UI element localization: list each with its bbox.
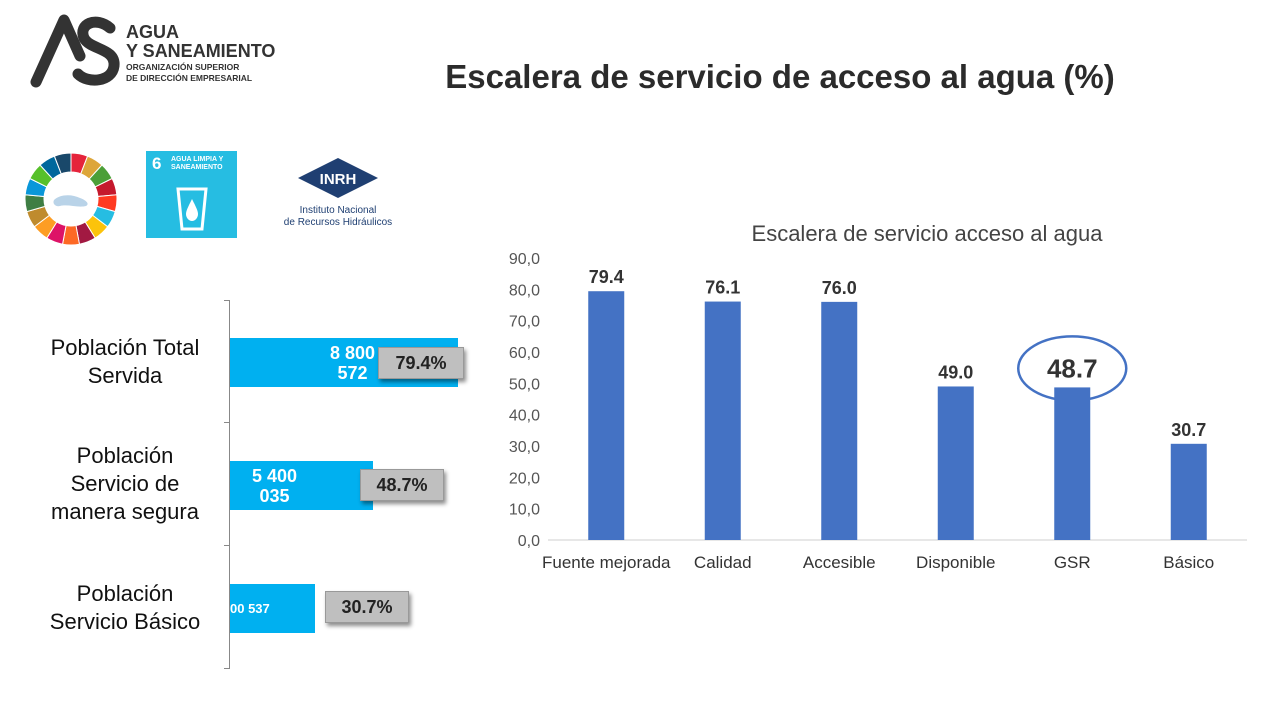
sdg6-badge: 6 AGUA LIMPIA Y SANEAMIENTO: [146, 151, 237, 238]
agua-saneamiento-logo: AGUA Y SANEAMIENTO ORGANIZACIÓN SUPERIOR…: [30, 14, 275, 88]
hbar-tick: [224, 422, 230, 423]
chart-title: Escalera de servicio acceso al agua: [752, 221, 1104, 246]
y-tick-label: 50,0: [509, 376, 540, 393]
sdg6-label: AGUA LIMPIA Y SANEAMIENTO: [171, 156, 224, 171]
highlight-circle: [1017, 335, 1128, 402]
x-tick-label: Calidad: [694, 553, 752, 572]
hbar-value-label: 5 400 035: [252, 465, 298, 506]
y-tick-label: 60,0: [509, 345, 540, 362]
bar-accesible: [821, 301, 858, 540]
hbar-value-label: 00 537: [230, 600, 270, 616]
svg-text:Instituto Nacional: Instituto Nacional: [300, 205, 377, 216]
hbar-percent-label: 79.4%: [378, 347, 464, 379]
x-tick-label: Fuente mejorada: [542, 553, 671, 572]
y-tick-label: 10,0: [509, 502, 540, 519]
sdg-wheel-segment: [53, 152, 72, 175]
x-tick-label: Accesible: [803, 553, 876, 572]
svg-text:ORGANIZACIÓN SUPERIOR: ORGANIZACIÓN SUPERIOR: [126, 61, 239, 72]
sdg-wheel-icon: [24, 152, 118, 246]
hbar-tick: [224, 545, 230, 546]
bar-data-label: 79.4: [589, 267, 624, 287]
y-tick-label: 0,0: [518, 533, 540, 550]
water-glass-icon: [176, 187, 208, 231]
bar-fuente-mejorada: [588, 291, 625, 540]
page-title: Escalera de servicio de acceso al agua (…: [445, 58, 1115, 95]
y-tick-label: 80,0: [509, 282, 540, 299]
x-tick-label: GSR: [1054, 553, 1091, 572]
svg-text:Y SANEAMIENTO: Y SANEAMIENTO: [126, 41, 275, 61]
hbar-percent-label: 48.7%: [360, 469, 444, 501]
bar-gsr: [1054, 387, 1091, 540]
y-tick-label: 30,0: [509, 439, 540, 456]
svg-text:INRH: INRH: [320, 171, 357, 188]
y-tick-label: 90,0: [509, 251, 540, 268]
hbar-category-label: Población Servicio Básico: [49, 581, 201, 634]
service-ladder-chart: Escalera de servicio acceso al agua 0,0 1…: [509, 221, 1247, 572]
bar-b-sico: [1170, 443, 1207, 540]
hbar-basic-service: 00 537: [230, 584, 315, 633]
bar-data-label: 76.1: [705, 278, 740, 298]
svg-text:AGUA: AGUA: [126, 22, 179, 42]
hbar-category-label: Población Servicio de manera segura: [51, 443, 199, 524]
y-tick-label: 70,0: [509, 314, 540, 331]
bar-disponible: [937, 386, 974, 540]
hbar-value-label: 8 800 572: [330, 342, 376, 383]
bar-data-label: 30.7: [1171, 420, 1206, 440]
inrh-logo: INRH Instituto Nacional de Recursos Hidr…: [284, 158, 392, 228]
sdg6-number: 6: [152, 154, 162, 173]
hbar-tick: [224, 300, 230, 301]
hbar-tick: [224, 668, 230, 669]
y-tick-label: 20,0: [509, 470, 540, 487]
hbar-axis: [229, 300, 230, 668]
bar-data-label: 49.0: [938, 362, 973, 382]
x-tick-label: Básico: [1163, 553, 1214, 572]
bar-calidad: [704, 301, 741, 540]
x-tick-label: Disponible: [916, 553, 995, 572]
hbar-category-label: Población Total Servida: [50, 335, 200, 388]
bar-data-label: 48.7: [1047, 353, 1098, 383]
bar-data-label: 76.0: [822, 278, 857, 298]
hbar-safe-service: 5 400 035: [230, 461, 373, 510]
y-tick-label: 40,0: [509, 408, 540, 425]
svg-text:de Recursos Hidráulicos: de Recursos Hidráulicos: [284, 217, 392, 228]
hbar-percent-label: 30.7%: [325, 591, 409, 623]
svg-text:DE DIRECCIÓN EMPRESARIAL: DE DIRECCIÓN EMPRESARIAL: [126, 72, 252, 83]
